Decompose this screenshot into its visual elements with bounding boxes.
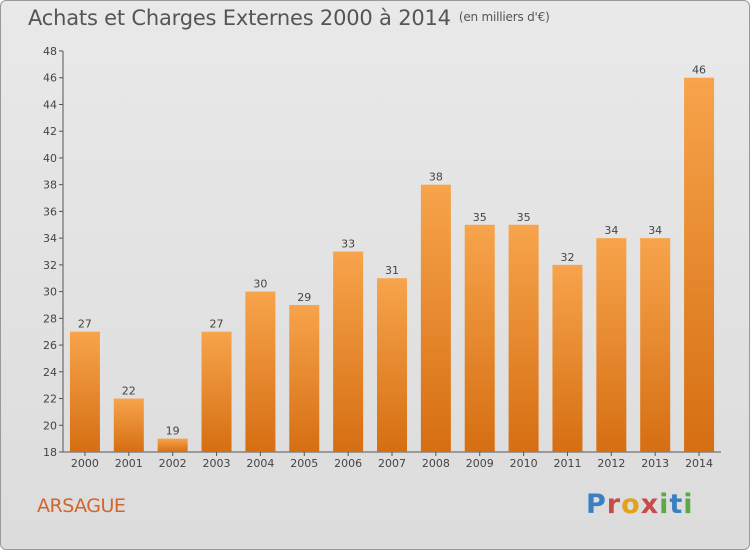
value-label-2002: 19 [166, 425, 180, 438]
x-tick-label-2007: 2007 [378, 457, 406, 470]
x-tick-label-2002: 2002 [159, 457, 187, 470]
y-tick-label: 38 [43, 179, 57, 192]
logo-letter: t [669, 489, 684, 520]
x-tick-label-2001: 2001 [115, 457, 143, 470]
value-label-2005: 29 [297, 291, 311, 304]
y-tick-label: 32 [43, 259, 57, 272]
value-label-2004: 30 [253, 278, 267, 291]
bar-2001 [113, 398, 144, 452]
logo-letter: o [621, 489, 641, 520]
chart-title: Achats et Charges Externes 2000 à 2014 (e… [28, 6, 550, 30]
value-label-2006: 33 [341, 238, 355, 251]
y-tick-label: 18 [43, 446, 57, 459]
value-label-2001: 22 [122, 385, 136, 398]
value-label-2011: 32 [560, 251, 574, 264]
value-label-2013: 34 [648, 224, 662, 237]
x-tick-label-2006: 2006 [334, 457, 362, 470]
bar-2009 [464, 224, 495, 452]
title-text: Achats et Charges Externes 2000 à 2014 [28, 6, 451, 30]
y-tick-label: 24 [43, 366, 57, 379]
x-tick-label-2012: 2012 [597, 457, 625, 470]
bar-2006 [333, 251, 364, 452]
x-tick-label-2000: 2000 [71, 457, 99, 470]
logo-letter: r [606, 489, 622, 520]
y-tick-label: 22 [43, 393, 57, 406]
bar-2008 [420, 184, 451, 452]
value-label-2012: 34 [604, 224, 618, 237]
axes: 18 20 22 24 26 28 30 32 34 36 38 40 42 44 46 48 2000 2001… [43, 45, 721, 470]
value-label-2009: 35 [473, 211, 487, 224]
y-tick-label: 20 [43, 419, 57, 432]
x-tick-label-2003: 2003 [203, 457, 231, 470]
bar-2013 [640, 238, 671, 452]
bar-2000 [69, 331, 100, 452]
logo-letter: x [640, 489, 660, 520]
logo-letter: i [683, 489, 694, 520]
bar-2002 [157, 438, 188, 452]
y-tick-label: 26 [43, 339, 57, 352]
y-tick-label: 36 [43, 205, 57, 218]
logo-letter: P [586, 489, 607, 520]
x-tick-label-2008: 2008 [422, 457, 450, 470]
commune-name: ARSAGUE [37, 495, 126, 517]
bar-2014 [684, 77, 715, 452]
x-tick-label-2005: 2005 [290, 457, 318, 470]
value-label-2000: 27 [78, 318, 92, 331]
value-label-2008: 38 [429, 171, 443, 184]
bar-2012 [596, 238, 627, 452]
bar-2004 [245, 291, 276, 452]
x-tick-label-2013: 2013 [641, 457, 669, 470]
proxiti-logo: Proxiti [586, 489, 694, 520]
value-label-2003: 27 [210, 318, 224, 331]
x-tick-label-2011: 2011 [553, 457, 581, 470]
y-tick-label: 42 [43, 125, 57, 138]
y-tick-label: 40 [43, 152, 57, 165]
bars: 27 22 19 27 30 29 33 31 38 35 35 32 34 34 46 [69, 64, 715, 452]
bar-2005 [289, 304, 320, 452]
bar-2003 [201, 331, 232, 452]
bar-2007 [377, 278, 407, 452]
y-tick-label: 30 [43, 286, 57, 299]
y-tick-label: 46 [43, 72, 57, 85]
x-tick-label-2004: 2004 [246, 457, 274, 470]
y-tick-label: 34 [43, 232, 57, 245]
x-tick-label-2010: 2010 [510, 457, 538, 470]
value-label-2007: 31 [385, 264, 399, 277]
bar-2010 [508, 224, 539, 452]
bar-2011 [552, 264, 583, 452]
value-label-2010: 35 [517, 211, 531, 224]
logo-letter: i [659, 489, 670, 520]
y-tick-label: 44 [43, 98, 57, 111]
unit-label: (en milliers d'€) [458, 10, 550, 24]
x-tick-label-2014: 2014 [685, 457, 713, 470]
value-label-2014: 46 [692, 64, 706, 77]
y-tick-label: 48 [43, 45, 57, 58]
x-tick-label-2009: 2009 [466, 457, 494, 470]
y-tick-label: 28 [43, 312, 57, 325]
